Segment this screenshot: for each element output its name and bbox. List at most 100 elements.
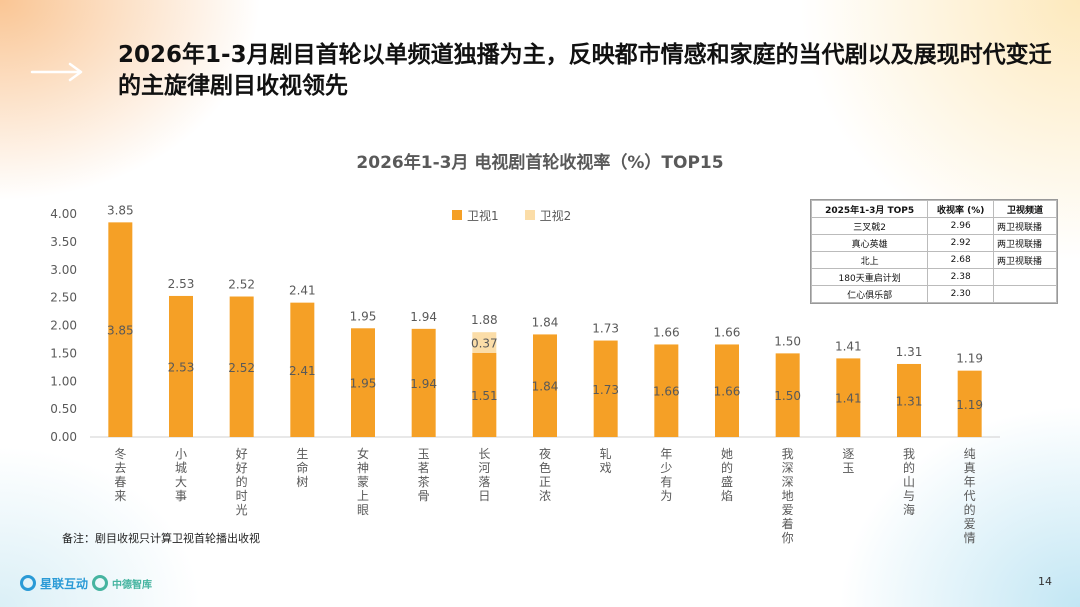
top5-cell-name: 真心英雄	[810, 234, 929, 252]
bar-series1	[593, 340, 618, 437]
arrow-icon	[30, 62, 83, 82]
bar-series1	[533, 334, 557, 437]
direct-logo-icon	[92, 575, 108, 591]
top5-cell-rating: 2.96	[927, 217, 995, 235]
y-tick-label: 2.00	[50, 319, 77, 333]
data-label-series1: 1.41	[835, 392, 862, 406]
top5-cell-rating: 2.30	[927, 285, 995, 303]
top5-cell-name: 三叉戟2	[810, 217, 929, 235]
data-label-series1: 2.53	[168, 360, 195, 374]
x-tick-label: 冬去春来	[114, 446, 126, 503]
data-label-total: 2.52	[228, 278, 255, 292]
top5-cell-channel: 两卫视联播	[993, 234, 1057, 252]
x-tick-label: 年少有为	[660, 447, 672, 503]
top5-cell-channel	[993, 268, 1057, 286]
top5-cell-channel: 两卫视联播	[993, 251, 1057, 269]
bar-series1	[351, 328, 375, 437]
bar-series1	[411, 328, 436, 437]
table-row: 180天重启计划 2.38	[810, 268, 1057, 286]
x-tick-label: 女神蒙上眼	[357, 446, 369, 517]
data-label-series1: 1.66	[653, 385, 680, 399]
data-label-total: 1.31	[896, 345, 923, 359]
data-label-series1: 2.52	[228, 361, 255, 375]
x-tick-label: 玉茗茶骨	[418, 447, 430, 503]
page-number: 14	[1038, 575, 1052, 588]
bar-series1	[897, 363, 921, 437]
starlink-logo: 星联互动	[20, 572, 88, 594]
data-label-series1: 2.41	[289, 364, 316, 378]
top5-header-channel: 卫视频道	[993, 200, 1057, 218]
top5-header-rating: 收视率 (%)	[927, 200, 995, 218]
legend-swatch-series2	[524, 210, 535, 220]
bar-series1	[957, 370, 982, 437]
bar-series1	[108, 222, 133, 437]
data-label-series1: 1.73	[592, 383, 619, 397]
top5-cell-name: 180天重启计划	[810, 268, 929, 286]
y-tick-label: 1.50	[50, 346, 77, 360]
bar-series1	[654, 344, 679, 437]
x-tick-label: 我的山与海	[903, 447, 915, 517]
data-label-total: 1.84	[532, 315, 559, 329]
data-label-total: 1.66	[714, 325, 741, 339]
data-label-series1: 1.84	[532, 380, 559, 394]
x-tick-label: 长河落日	[478, 447, 490, 503]
starlink-logo-icon	[20, 575, 36, 591]
x-tick-label: 夜色正浓	[539, 446, 551, 503]
top5-cell-channel: 两卫视联播	[993, 217, 1057, 235]
legend-label-series1: 卫视1	[467, 208, 499, 223]
x-tick-label: 生命树	[296, 447, 308, 489]
x-tick-label: 纯真年代的爱情	[964, 447, 976, 545]
data-label-total: 1.73	[592, 322, 619, 336]
direct-logo-text: 中德智库	[112, 579, 152, 591]
data-label-total: 2.53	[168, 277, 195, 291]
y-tick-label: 3.50	[50, 235, 77, 249]
bar-series1	[715, 344, 739, 437]
data-label-total: 1.95	[350, 309, 377, 323]
x-tick-label: 小城大事	[175, 447, 187, 503]
data-label-series1: 1.51	[471, 389, 498, 403]
data-label-total: 2.41	[289, 284, 316, 298]
bar-series2	[472, 332, 497, 353]
table-row: 北上 2.68 两卫视联播	[810, 251, 1057, 269]
top5-header-name: 2025年1-3月 TOP5	[810, 200, 929, 218]
bar-series1	[290, 302, 315, 437]
chart-legend: 卫视1 卫视2	[452, 206, 597, 224]
data-label-series1: 1.95	[350, 377, 377, 391]
bar-series1	[775, 353, 800, 437]
data-label-series1: 1.50	[774, 389, 801, 403]
top5-cell-channel	[993, 285, 1057, 303]
x-tick-label: 好好的时光	[236, 447, 248, 517]
table-row: 仁心俱乐部 2.30	[810, 285, 1057, 303]
y-tick-label: 3.00	[50, 263, 77, 277]
bar-series1	[229, 296, 254, 437]
footnote: 备注：剧目收视只计算卫视首轮播出收视	[62, 532, 260, 545]
data-label-total: 1.41	[835, 339, 862, 353]
legend-item-series1: 卫视1	[452, 207, 499, 224]
slide-title: 2026年1-3月剧目首轮以单频道独播为主，反映都市情感和家庭的当代剧以及展现时…	[118, 42, 1052, 99]
bar-series1	[169, 295, 193, 437]
chart-title: 2026年1-3月 电视剧首轮收视率（%）TOP15	[356, 153, 724, 173]
y-tick-label: 0.00	[50, 430, 77, 444]
legend-label-series2: 卫视2	[539, 208, 572, 223]
data-label-series1: 3.85	[107, 324, 134, 338]
data-label-series1: 1.19	[956, 398, 983, 412]
top5-table: 2025年1-3月 TOP5 收视率 (%) 卫视频道 三叉戟2 2.96 两卫…	[810, 199, 1058, 304]
table-row: 三叉戟2 2.96 两卫视联播	[810, 217, 1057, 235]
starlink-logo-text: 星联互动	[40, 576, 89, 591]
data-label-total: 1.66	[653, 325, 680, 339]
y-tick-label: 2.50	[50, 291, 77, 305]
data-label-series1: 1.31	[896, 394, 923, 408]
data-label-total: 3.85	[107, 203, 134, 217]
data-label-total: 1.94	[410, 310, 437, 324]
x-tick-label: 逐玉	[842, 447, 854, 475]
direct-logo: 中德智库	[92, 572, 152, 594]
legend-swatch-series1	[452, 210, 462, 220]
bar-series1	[472, 352, 497, 437]
data-label-total: 1.19	[956, 352, 983, 366]
top5-cell-rating: 2.68	[927, 251, 995, 269]
data-label-series1: 1.66	[714, 385, 741, 399]
table-row: 真心英雄 2.92 两卫视联播	[810, 234, 1057, 252]
data-label-series1: 1.94	[410, 377, 437, 391]
legend-item-series2: 卫视2	[524, 207, 572, 224]
